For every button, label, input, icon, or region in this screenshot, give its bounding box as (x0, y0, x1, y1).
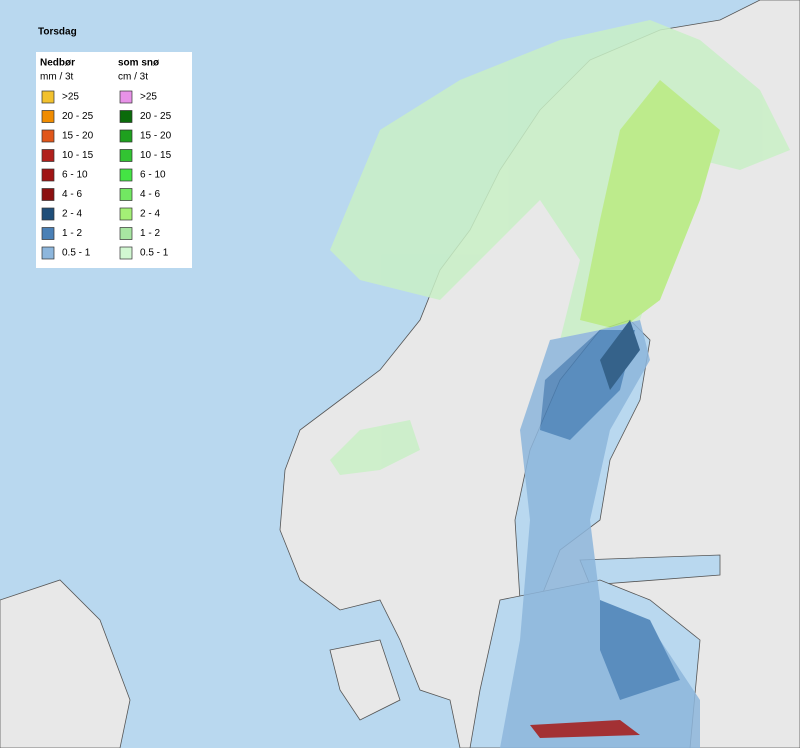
legend-swatch (119, 246, 133, 260)
legend-title: Nedbør (40, 58, 75, 69)
legend-label: 20 - 25 (140, 111, 172, 122)
precipitation (330, 20, 790, 748)
legend-unit: mm / 3t (40, 72, 74, 83)
legend-box (36, 52, 192, 268)
legend-swatch (119, 207, 133, 221)
legend-label: 10 - 15 (140, 150, 172, 161)
legend-title: som snø (118, 58, 160, 69)
legend-swatch (41, 246, 55, 260)
legend-label: 0.5 - 1 (62, 248, 91, 259)
legend-label: 1 - 2 (140, 228, 160, 239)
legend-swatch (41, 149, 55, 162)
title-block: Torsdag (38, 27, 77, 38)
legend-label: 6 - 10 (140, 170, 166, 181)
legend-swatch (41, 168, 55, 182)
legend-unit: cm / 3t (118, 72, 148, 83)
legend-swatch (119, 168, 133, 182)
legend-swatch (119, 129, 133, 143)
legend-swatch (41, 110, 55, 123)
legend-swatch (41, 129, 55, 143)
legend-label: 20 - 25 (62, 111, 94, 122)
legend-label: 2 - 4 (62, 209, 82, 220)
legend-label: 4 - 6 (62, 189, 82, 200)
legend-label: >25 (140, 92, 157, 103)
legend-label: 2 - 4 (140, 209, 160, 220)
legend-label: 0.5 - 1 (140, 248, 169, 259)
legend-label: 15 - 20 (140, 131, 172, 142)
legend-label: 1 - 2 (62, 228, 82, 239)
legend-swatch (119, 188, 133, 201)
legend-label: 4 - 6 (140, 189, 160, 200)
legend-swatch (119, 110, 133, 123)
legend-label: 15 - 20 (62, 131, 94, 142)
legend-swatch (119, 90, 133, 104)
legend-swatch (41, 227, 55, 240)
legend-label: 6 - 10 (62, 170, 88, 181)
legend-swatch (119, 227, 133, 240)
map-title: Torsdag (38, 27, 77, 38)
legend-swatch (119, 149, 133, 162)
legend-swatch (41, 90, 55, 104)
legend-swatch (41, 207, 55, 221)
legend-label: 10 - 15 (62, 150, 94, 161)
legend-swatch (41, 188, 55, 201)
legend: Nedbør mm / 3t >25 20 - 25 15 - 20 10 - 15 6 -… (40, 58, 172, 260)
legend-label: >25 (62, 92, 79, 103)
